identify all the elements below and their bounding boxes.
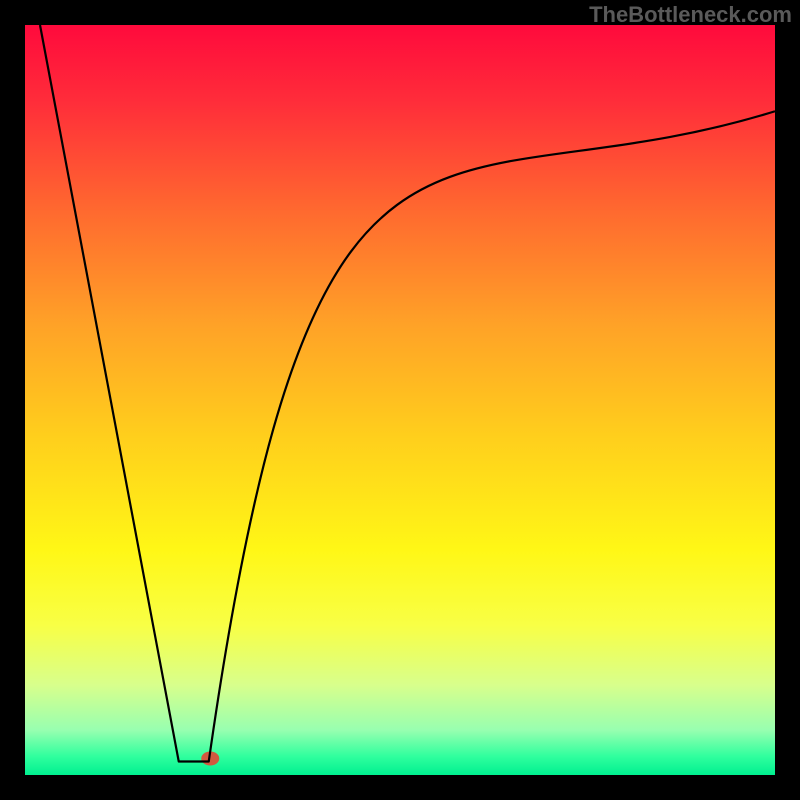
- bottleneck-chart: [0, 0, 800, 800]
- watermark-text: TheBottleneck.com: [589, 2, 792, 28]
- chart-container: TheBottleneck.com: [0, 0, 800, 800]
